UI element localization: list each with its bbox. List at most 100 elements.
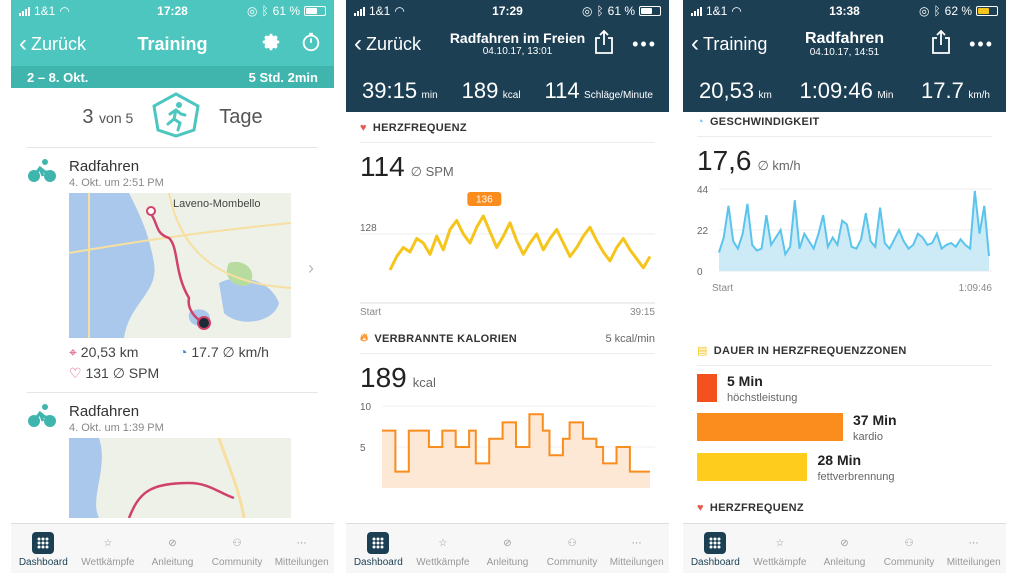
battery-percent: 61 % — [607, 4, 635, 18]
speed-average-value: 17,6 — [697, 145, 752, 176]
section-heading: VERBRANNTE KALORIEN — [374, 332, 517, 345]
heartrate-section: ♥ HERZFREQUENZ 114 ∅ SPM 128 136 Start 39:15 — [360, 112, 655, 322]
zone-list: 5 Min höchstleistung 37 Min kardio 28 Min fet… — [697, 374, 992, 484]
zone-row: 28 Min fettverbrennung — [697, 453, 992, 484]
speed-chart[interactable]: 0 22 44 Start 1:09:46 — [697, 181, 992, 311]
signal-icon — [354, 6, 365, 16]
tab-dashboard[interactable]: Dashboard — [11, 524, 76, 573]
route-map — [69, 438, 291, 518]
tab-anleitung[interactable]: ⊘ Anleitung — [475, 524, 540, 573]
back-button[interactable]: ‹ Zurück — [11, 32, 86, 56]
zone-text: 37 Min kardio — [853, 413, 897, 444]
share-icon[interactable] — [594, 29, 614, 59]
section-heading: DAUER IN HERZFREQUENZZONEN — [713, 344, 907, 357]
stopwatch-icon[interactable] — [300, 31, 322, 58]
activity-detail-screen: 1&1 ◠ 13:38 ◎ ᛒ 62 % ‹ Training Radfahre… — [683, 0, 1006, 573]
zone-row: 37 Min kardio — [697, 413, 992, 444]
star-badge-icon: ☆ — [103, 537, 113, 549]
share-icon[interactable] — [931, 29, 951, 59]
heartrate-line — [388, 214, 652, 271]
tab-wettkaempfe[interactable]: ☆ Wettkämpfe — [411, 524, 476, 573]
speedometer-icon: ◔ — [697, 116, 704, 128]
page-title: Radfahren — [804, 29, 885, 47]
distance-value: 20,53 km — [80, 344, 139, 360]
tab-wettkaempfe[interactable]: ☆ Wettkämpfe — [76, 524, 141, 573]
chat-bubble-icon: ⋯ — [296, 537, 307, 549]
x-tick-label: Start — [712, 283, 733, 294]
speed-area — [719, 190, 989, 271]
tab-mitteilungen[interactable]: ⋯ Mitteilungen — [604, 524, 669, 573]
chevron-left-icon: ‹ — [354, 30, 362, 57]
tab-anleitung[interactable]: ⊘ Anleitung — [812, 524, 877, 573]
speed-average-unit: ∅ km/h — [757, 158, 801, 173]
page-subtitle: 04.10.17, 14:51 — [809, 47, 880, 59]
tab-community[interactable]: ⚇ Community — [877, 524, 942, 573]
activity-detail-screen: 1&1 ◠ 17:29 ◎ ᛒ 61 % ‹ Zurück Radfahren … — [346, 0, 669, 573]
tab-mitteilungen[interactable]: ⋯ Mitteilungen — [941, 524, 1006, 573]
activity-card[interactable]: Radfahren 4. Okt. um 2:51 PM Laveno-Momb… — [27, 148, 318, 393]
tab-community[interactable]: ⚇ Community — [205, 524, 270, 573]
back-button[interactable]: ‹ Training — [683, 32, 767, 56]
speed-stat: ◔ 17.7 ∅ km/h — [179, 344, 299, 361]
zone-label: höchstleistung — [727, 391, 798, 404]
chevron-left-icon: ‹ — [691, 30, 699, 57]
dashboard-icon — [704, 532, 727, 554]
activity-title: Radfahren — [69, 403, 140, 420]
zone-minutes: 28 Min — [817, 451, 862, 468]
peak-marker — [467, 192, 502, 206]
calories-chart[interactable]: 5 10 — [360, 398, 655, 488]
activity-card[interactable]: Radfahren 4. Okt. um 1:39 PM — [27, 393, 318, 518]
zone-bar — [697, 374, 717, 402]
wifi-icon: ◠ — [731, 4, 742, 18]
tab-community[interactable]: ⚇ Community — [540, 524, 605, 573]
speed-value: 17.7 ∅ km/h — [191, 344, 269, 360]
status-bar: 1&1 ◠ 17:29 ◎ ᛒ 61 % — [346, 0, 669, 22]
back-button[interactable]: ‹ Zurück — [346, 32, 421, 56]
zone-bar — [697, 413, 843, 442]
bike-icon — [27, 158, 57, 189]
more-options-icon[interactable]: ••• — [632, 33, 657, 54]
runner-badge-icon — [151, 91, 201, 144]
carrier-label: 1&1 — [369, 4, 391, 18]
heart-icon: ♥ — [360, 122, 367, 134]
zone-minutes: 37 Min — [853, 412, 897, 429]
people-icon: ⚇ — [232, 537, 242, 549]
back-label: Training — [703, 33, 768, 54]
tab-label: Dashboard — [18, 557, 68, 568]
section-heading: GESCHWINDIGKEIT — [709, 116, 820, 128]
map-place-label: Laveno-Mombello — [173, 198, 260, 210]
carrier-label: 1&1 — [706, 4, 728, 18]
total-duration: 5 Std. 2min — [248, 69, 318, 85]
clock: 17:28 — [157, 4, 188, 18]
tab-anleitung[interactable]: ⊘ Anleitung — [140, 524, 205, 573]
zone-text: 28 Min fettverbrennung — [817, 453, 894, 484]
battery-percent: 62 % — [944, 4, 972, 18]
hr-zones-section: ▤ DAUER IN HERZFREQUENZZONEN 5 Min höchstl… — [697, 334, 992, 522]
signal-icon — [691, 6, 702, 16]
nav-bar: ‹ Zurück Radfahren im Freien 04.10.17, 1… — [346, 22, 669, 66]
tab-wettkaempfe[interactable]: ☆ Wettkämpfe — [748, 524, 813, 573]
tab-dashboard[interactable]: Dashboard — [683, 524, 748, 573]
people-icon: ⚇ — [567, 537, 577, 549]
tab-label: Community — [883, 557, 935, 568]
tab-dashboard[interactable]: Dashboard — [346, 524, 411, 573]
bike-icon — [27, 403, 57, 434]
calorie-rate: 5 kcal/min — [605, 332, 655, 345]
lock-rotation-icon: ◎ — [581, 4, 593, 18]
battery-percent: 61 % — [272, 4, 300, 18]
tab-mitteilungen[interactable]: ⋯ Mitteilungen — [269, 524, 334, 573]
section-heading: HERZFREQUENZ — [709, 502, 804, 515]
y-tick-label: 10 — [360, 402, 372, 413]
days-count: 3 — [82, 106, 94, 128]
more-options-icon[interactable]: ••• — [969, 33, 994, 54]
nav-bar: ‹ Training Radfahren 04.10.17, 14:51 ••• — [683, 22, 1006, 66]
summary-bar: 20,53 km 1:09:46 Min 17.7 km/h — [683, 66, 1006, 112]
y-tick-label: 128 — [360, 223, 377, 234]
tab-label: Dashboard — [690, 557, 740, 568]
star-badge-icon: ☆ — [775, 537, 785, 549]
zone-label: kardio — [853, 431, 883, 444]
date-range: 2 – 8. Okt. — [27, 69, 89, 85]
y-tick-label: 22 — [697, 226, 709, 237]
heartrate-chart[interactable]: 128 136 Start 39:15 — [360, 187, 655, 318]
gear-icon[interactable] — [260, 31, 282, 58]
